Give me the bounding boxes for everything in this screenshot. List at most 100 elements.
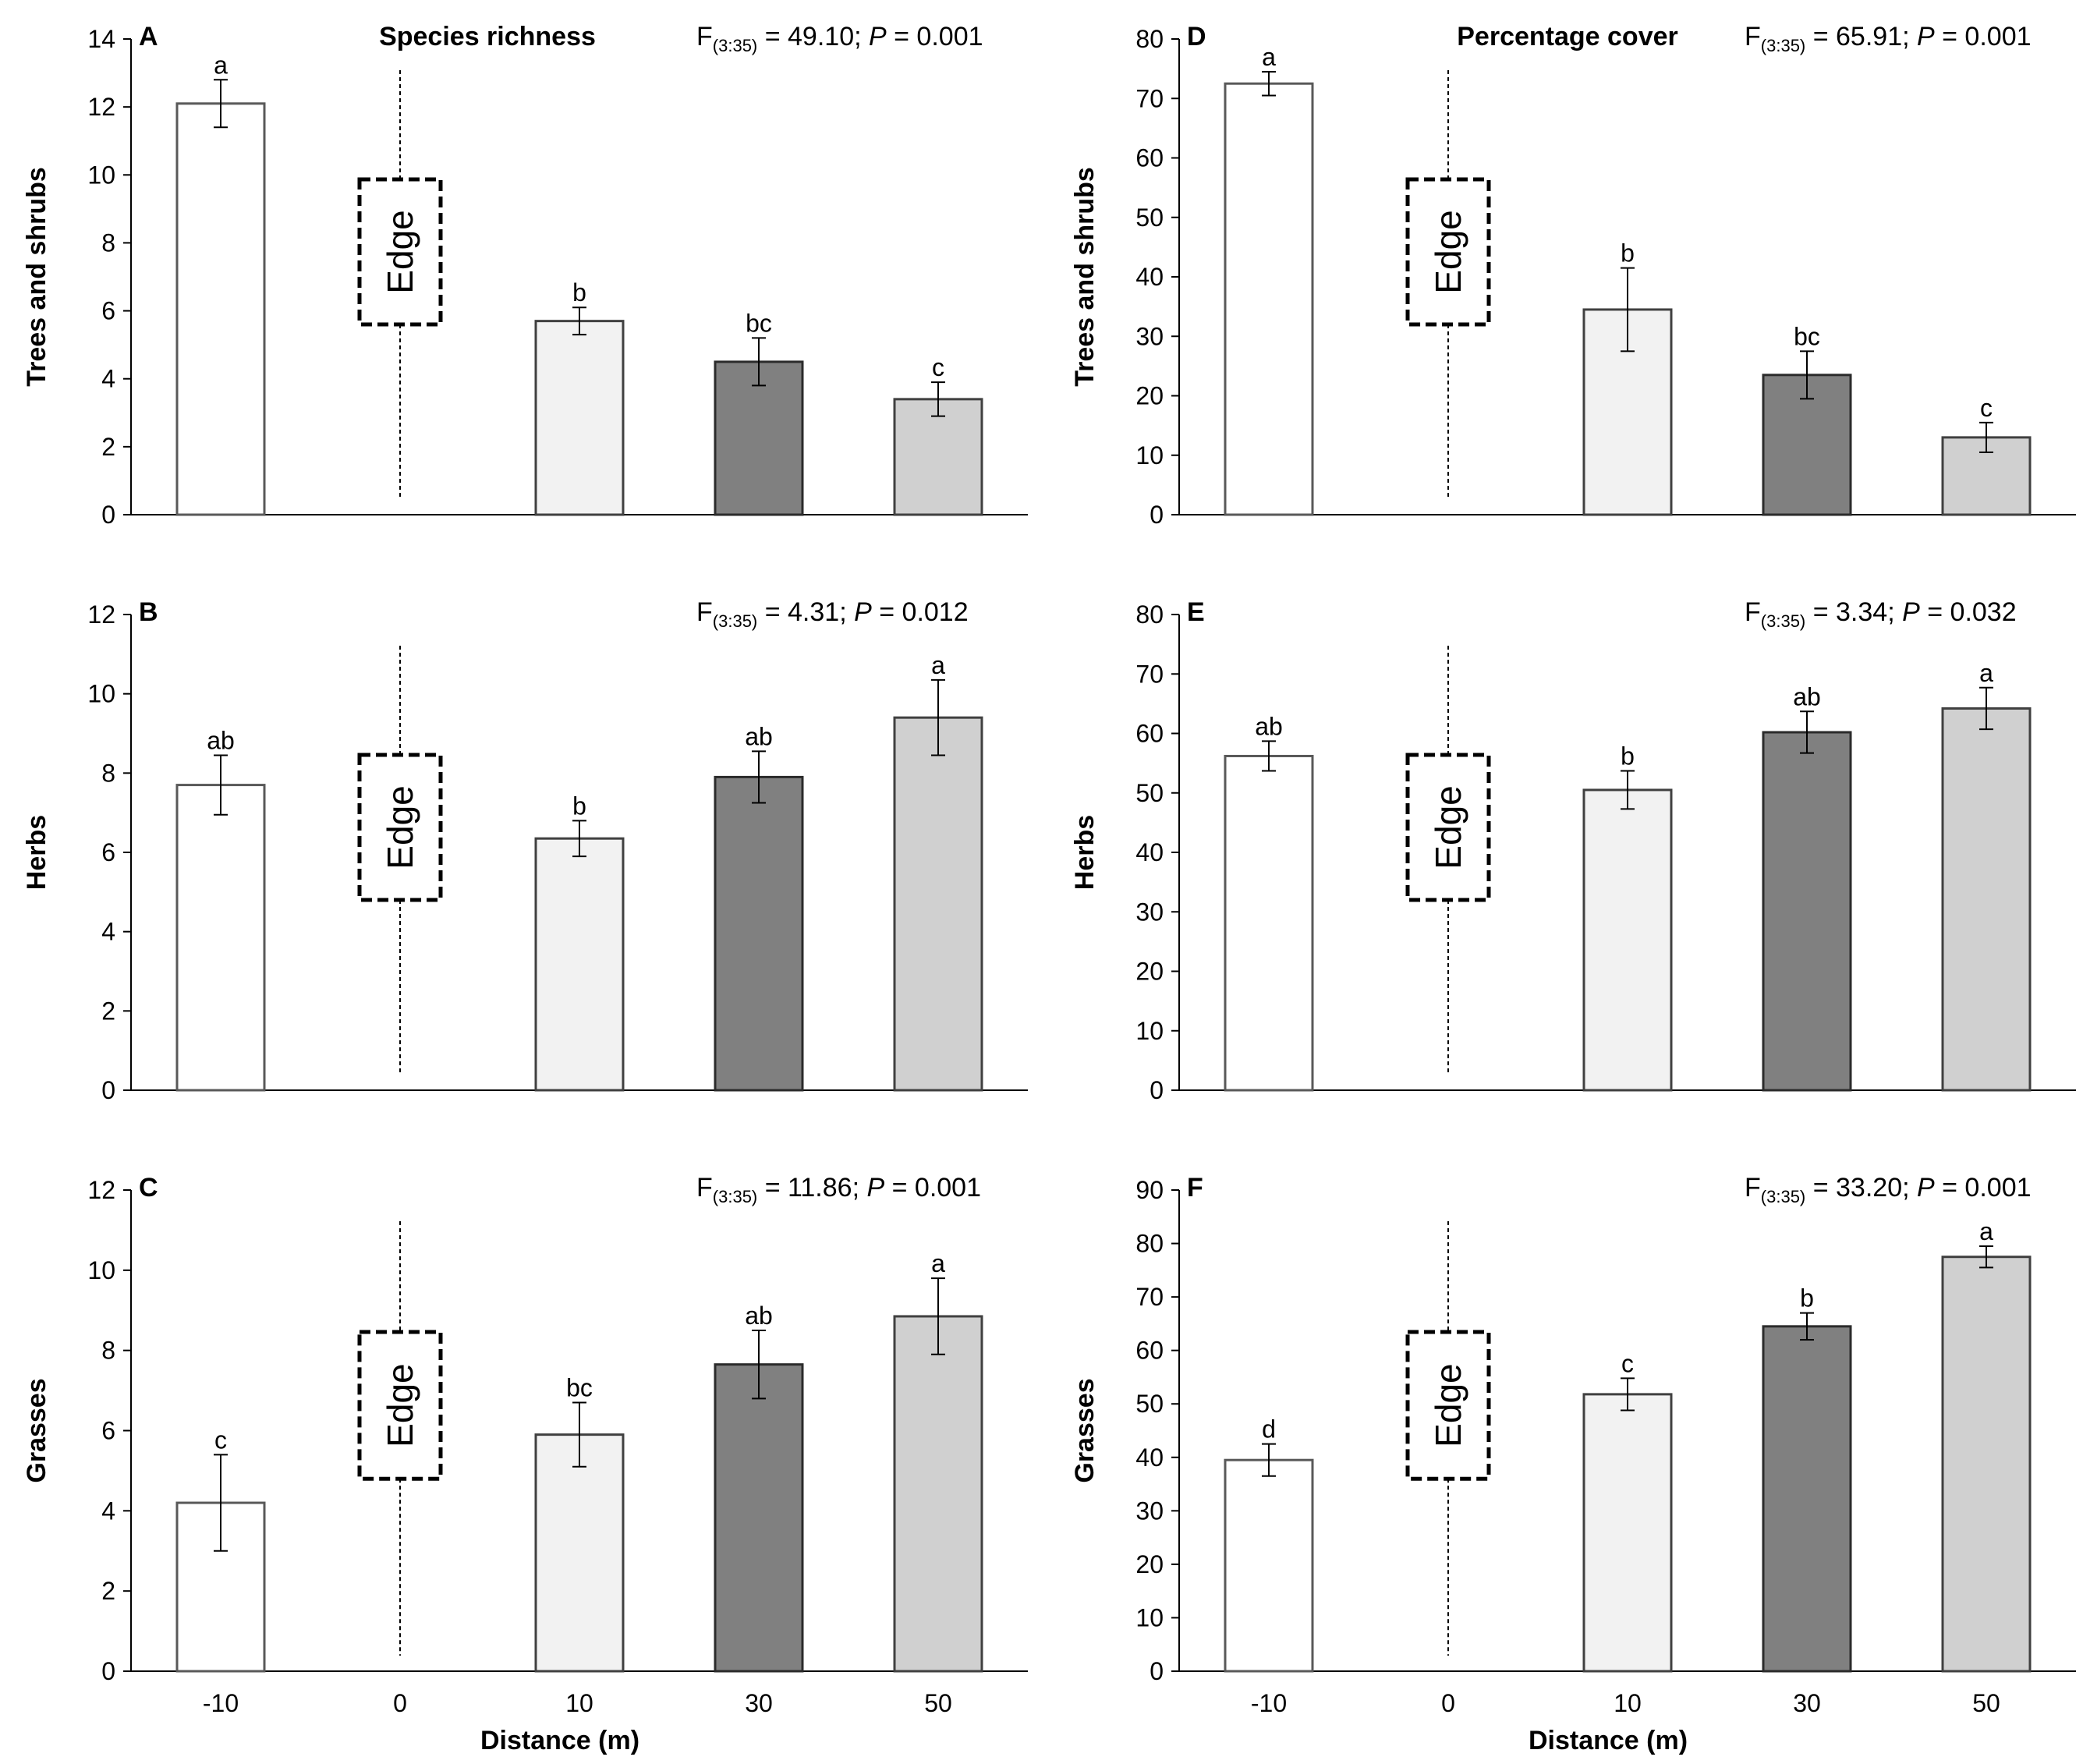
bar bbox=[893, 398, 983, 516]
y-tick-label: 40 bbox=[1135, 838, 1164, 866]
bar bbox=[1762, 1325, 1852, 1673]
bar bbox=[1941, 707, 2032, 1092]
significance-letter: c bbox=[1980, 394, 1993, 422]
y-tick-label: 4 bbox=[101, 918, 115, 946]
y-axis-label: Herbs bbox=[22, 815, 51, 890]
stat-annotation: F(3:35) = 65.91; P = 0.001 bbox=[1745, 22, 2032, 55]
edge-label: Edge bbox=[380, 785, 420, 869]
x-tick-label: 0 bbox=[393, 1689, 407, 1717]
y-tick-label: 60 bbox=[1135, 144, 1164, 172]
edge-label: Edge bbox=[380, 1363, 420, 1447]
y-tick-label: 8 bbox=[101, 228, 115, 257]
bar bbox=[534, 837, 625, 1092]
panel-title: Species richness bbox=[379, 22, 596, 51]
x-tick-label: 50 bbox=[1972, 1689, 2000, 1717]
significance-letter: b bbox=[572, 278, 586, 306]
x-tick-label: 30 bbox=[745, 1689, 773, 1717]
y-tick-label: 60 bbox=[1135, 720, 1164, 748]
y-tick-label: 30 bbox=[1135, 1497, 1164, 1525]
y-tick-label: 50 bbox=[1135, 1390, 1164, 1418]
y-tick-label: 12 bbox=[87, 600, 115, 629]
panel-a: 0 2 4 6 8 10 12 14 Trees and shrubs A Species rich… bbox=[22, 22, 1028, 529]
y-axis-label: Herbs bbox=[1070, 815, 1100, 890]
x-tick-label: 0 bbox=[1441, 1689, 1455, 1717]
edge-label: Edge bbox=[1428, 785, 1468, 869]
y-tick-label: 30 bbox=[1135, 898, 1164, 926]
significance-letter: bc bbox=[566, 1374, 593, 1402]
bar bbox=[714, 775, 804, 1092]
y-axis-label: Grasses bbox=[22, 1378, 51, 1482]
panel-d: 0 10 20 30 40 50 60 70 80 Trees and shrubs D Percen… bbox=[1070, 22, 2076, 529]
significance-letter: ab bbox=[1793, 682, 1821, 710]
significance-letter: c bbox=[1621, 1349, 1634, 1377]
x-tick-label: 50 bbox=[924, 1689, 952, 1717]
stat-annotation: F(3:35) = 33.20; P = 0.001 bbox=[1745, 1173, 2032, 1206]
significance-letter: ab bbox=[207, 726, 235, 754]
bar bbox=[1762, 731, 1852, 1092]
bar bbox=[893, 1315, 983, 1673]
significance-letter: c bbox=[932, 353, 944, 381]
edge-box bbox=[1405, 753, 1491, 902]
stat-annotation: F(3:35) = 11.86; P = 0.001 bbox=[696, 1173, 981, 1206]
bar bbox=[534, 320, 625, 516]
x-tick-label: -10 bbox=[203, 1689, 239, 1717]
bar bbox=[1224, 1458, 1314, 1673]
y-tick-label: 30 bbox=[1135, 322, 1164, 350]
x-tick-label: 10 bbox=[1614, 1689, 1642, 1717]
y-tick-label: 20 bbox=[1135, 958, 1164, 986]
y-tick-label: 12 bbox=[87, 1176, 115, 1204]
y-tick-label: 40 bbox=[1135, 263, 1164, 291]
y-tick-label: 0 bbox=[101, 1076, 115, 1104]
y-tick-label: 8 bbox=[101, 1337, 115, 1365]
edge-label: Edge bbox=[380, 210, 420, 293]
y-tick-label: 70 bbox=[1135, 1283, 1164, 1311]
bar bbox=[1941, 1256, 2032, 1673]
panel-label: E bbox=[1187, 597, 1205, 627]
y-tick-label: 10 bbox=[87, 680, 115, 708]
significance-letter: ab bbox=[745, 1302, 773, 1330]
bar bbox=[175, 784, 266, 1092]
y-tick-label: 2 bbox=[101, 997, 115, 1025]
y-tick-label: 0 bbox=[1150, 1657, 1164, 1685]
panel-b: 0 2 4 6 8 10 12 Herbs B F(3:35) = 4.31; P = 0.012… bbox=[22, 597, 1028, 1104]
y-tick-label: 70 bbox=[1135, 660, 1164, 688]
significance-letter: ab bbox=[745, 722, 773, 750]
y-axis-label: Trees and shrubs bbox=[1070, 167, 1100, 387]
y-tick-label: 60 bbox=[1135, 1337, 1164, 1365]
significance-letter: bc bbox=[746, 309, 772, 337]
y-axis-label: Grasses bbox=[1070, 1378, 1100, 1482]
bar bbox=[1582, 1393, 1673, 1673]
y-tick-label: 0 bbox=[1150, 1076, 1164, 1104]
x-axis-label: Distance (m) bbox=[480, 1726, 639, 1755]
y-tick-label: 6 bbox=[101, 297, 115, 325]
x-tick-label: 10 bbox=[565, 1689, 593, 1717]
stat-annotation: F(3:35) = 49.10; P = 0.001 bbox=[696, 22, 983, 55]
edge-box bbox=[357, 753, 443, 902]
y-tick-label: 10 bbox=[1135, 1603, 1164, 1631]
edge-box bbox=[1405, 177, 1491, 327]
panel-title: Percentage cover bbox=[1457, 22, 1678, 51]
bar bbox=[714, 1363, 804, 1673]
y-tick-label: 90 bbox=[1135, 1176, 1164, 1204]
panel-label: D bbox=[1187, 22, 1206, 51]
edge-label: Edge bbox=[1428, 210, 1468, 293]
y-tick-label: 4 bbox=[101, 365, 115, 393]
y-tick-label: 2 bbox=[101, 1577, 115, 1605]
y-tick-label: 10 bbox=[1135, 1017, 1164, 1045]
y-tick-label: 20 bbox=[1135, 382, 1164, 410]
stat-annotation: F(3:35) = 3.34; P = 0.032 bbox=[1745, 597, 2017, 631]
y-tick-label: 10 bbox=[87, 1256, 115, 1284]
x-tick-label: -10 bbox=[1251, 1689, 1287, 1717]
significance-letter: b bbox=[1621, 742, 1635, 770]
bar bbox=[1224, 754, 1314, 1092]
y-tick-label: 0 bbox=[101, 501, 115, 529]
y-tick-label: 0 bbox=[1150, 501, 1164, 529]
y-tick-label: 70 bbox=[1135, 84, 1164, 112]
y-tick-label: 2 bbox=[101, 433, 115, 461]
x-axis-label: Distance (m) bbox=[1529, 1726, 1688, 1755]
y-tick-label: 10 bbox=[87, 161, 115, 189]
stat-annotation: F(3:35) = 4.31; P = 0.012 bbox=[696, 597, 969, 631]
significance-letter: a bbox=[1979, 659, 1993, 687]
significance-letter: a bbox=[1262, 43, 1276, 71]
